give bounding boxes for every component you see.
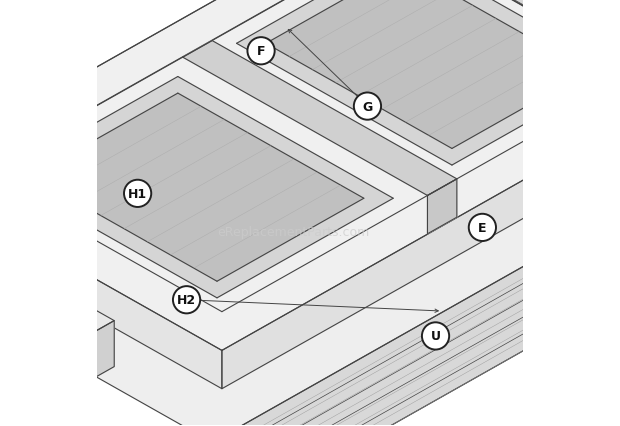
- Polygon shape: [266, 0, 589, 149]
- Text: H1: H1: [128, 187, 147, 200]
- Circle shape: [422, 322, 449, 350]
- Text: H2: H2: [177, 294, 196, 307]
- Circle shape: [469, 214, 496, 242]
- Polygon shape: [418, 0, 620, 195]
- Circle shape: [173, 286, 200, 314]
- Polygon shape: [237, 0, 618, 166]
- Polygon shape: [398, 0, 620, 113]
- Polygon shape: [0, 0, 398, 212]
- Polygon shape: [212, 111, 620, 426]
- Polygon shape: [0, 277, 114, 368]
- Circle shape: [18, 343, 24, 348]
- Polygon shape: [427, 179, 457, 234]
- Polygon shape: [183, 41, 457, 196]
- Polygon shape: [222, 75, 620, 389]
- Circle shape: [124, 180, 151, 207]
- Circle shape: [354, 93, 381, 121]
- Polygon shape: [530, 99, 620, 250]
- Polygon shape: [0, 174, 222, 389]
- Polygon shape: [2, 78, 393, 298]
- Text: U: U: [430, 330, 441, 343]
- Polygon shape: [31, 94, 364, 282]
- Text: G: G: [362, 101, 373, 113]
- Circle shape: [58, 321, 63, 327]
- Polygon shape: [31, 321, 114, 414]
- Text: E: E: [478, 222, 487, 234]
- Circle shape: [28, 304, 34, 310]
- Text: F: F: [257, 45, 265, 58]
- Circle shape: [247, 38, 275, 65]
- Polygon shape: [579, 127, 620, 320]
- Text: eReplacementParts.com: eReplacementParts.com: [217, 226, 369, 239]
- Polygon shape: [0, 0, 620, 351]
